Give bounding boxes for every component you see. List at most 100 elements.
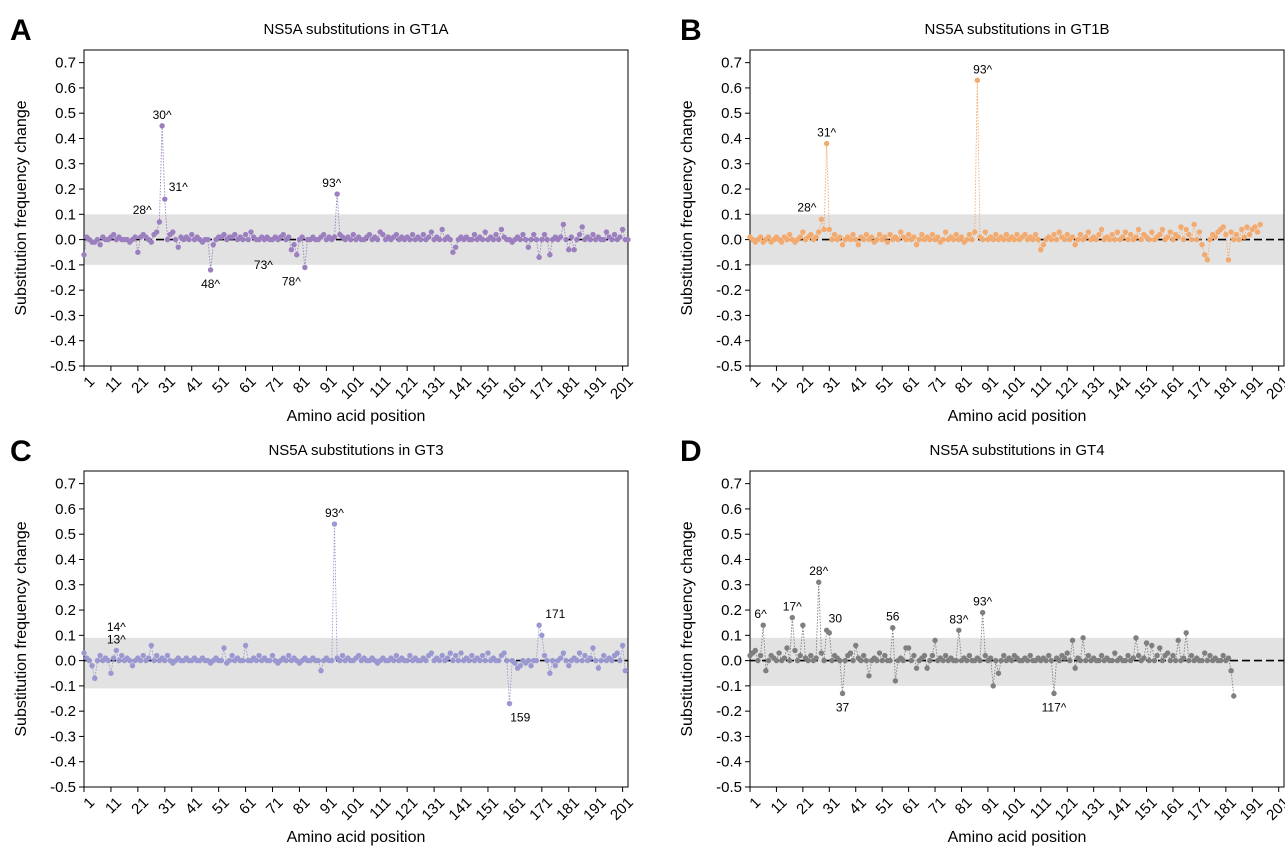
y-tick-label: 0.7 bbox=[55, 476, 76, 493]
x-tick-label: 11 bbox=[102, 373, 125, 396]
data-point bbox=[1183, 630, 1189, 636]
data-point bbox=[447, 236, 453, 243]
data-point bbox=[498, 226, 505, 233]
data-point bbox=[156, 219, 163, 225]
data-point bbox=[1075, 236, 1081, 243]
data-point bbox=[242, 642, 249, 649]
data-point bbox=[1061, 236, 1068, 243]
x-tick-label: 161 bbox=[499, 373, 529, 403]
data-point bbox=[919, 231, 925, 238]
data-point bbox=[1061, 655, 1068, 661]
y-tick-label: -0.4 bbox=[50, 333, 76, 350]
data-point bbox=[347, 236, 354, 243]
data-point bbox=[299, 234, 305, 240]
data-point bbox=[533, 236, 540, 243]
data-point bbox=[428, 650, 435, 656]
x-tick-label: 171 bbox=[526, 794, 556, 824]
data-point bbox=[547, 252, 553, 258]
y-tick-label: -0.4 bbox=[716, 754, 742, 771]
panel-label: B bbox=[680, 14, 702, 47]
data-point bbox=[116, 657, 122, 664]
data-point bbox=[525, 657, 532, 664]
data-point bbox=[1022, 231, 1028, 238]
data-point bbox=[366, 231, 373, 238]
data-point bbox=[1083, 234, 1089, 240]
data-point bbox=[294, 252, 300, 258]
data-point bbox=[1228, 668, 1234, 674]
data-point bbox=[496, 657, 502, 664]
data-point bbox=[1069, 637, 1076, 644]
data-point bbox=[479, 236, 486, 243]
data-point bbox=[172, 236, 179, 243]
x-tick-label: 51 bbox=[873, 373, 897, 397]
x-tick-label: 121 bbox=[1052, 373, 1082, 403]
data-point bbox=[619, 226, 626, 233]
data-point bbox=[520, 231, 526, 238]
annotation-label: 93^ bbox=[325, 506, 344, 520]
data-point bbox=[544, 236, 550, 243]
data-point bbox=[1201, 650, 1208, 656]
data-point bbox=[1149, 229, 1155, 235]
x-tick-label: 151 bbox=[472, 373, 502, 403]
data-point bbox=[1228, 229, 1234, 235]
x-tick-label: 21 bbox=[793, 794, 817, 818]
y-tick-label: 0.4 bbox=[55, 551, 76, 568]
y-tick-label: 0.3 bbox=[721, 577, 742, 594]
data-point bbox=[826, 226, 833, 233]
x-axis-label: Amino acid position bbox=[287, 829, 426, 846]
x-tick-label: 141 bbox=[445, 373, 475, 403]
data-point bbox=[1217, 657, 1224, 664]
x-tick-label: 61 bbox=[236, 794, 260, 818]
data-point bbox=[874, 236, 880, 243]
data-point bbox=[850, 231, 856, 238]
data-point bbox=[1207, 652, 1213, 659]
x-tick-label: 131 bbox=[419, 373, 449, 403]
x-tick-label: 161 bbox=[1157, 373, 1187, 403]
plot-frame bbox=[749, 49, 1285, 367]
data-point bbox=[847, 236, 854, 243]
x-tick-label: 101 bbox=[338, 794, 368, 824]
data-point bbox=[789, 614, 795, 621]
data-point bbox=[587, 236, 593, 243]
data-point bbox=[541, 231, 548, 238]
data-point bbox=[934, 234, 941, 240]
y-tick-label: -0.2 bbox=[716, 703, 742, 720]
data-point bbox=[979, 609, 986, 616]
data-point bbox=[536, 254, 542, 260]
data-point bbox=[291, 241, 297, 248]
panel-a: -0.5 -0.4 -0.3 -0.2 -0.1 0.0 0.1 0.2 0.3 0.4 0.5 0.… bbox=[10, 14, 637, 425]
y-tick-label: 0.7 bbox=[721, 476, 742, 493]
data-point bbox=[847, 650, 854, 656]
x-tick-label: 201 bbox=[607, 373, 637, 403]
data-point bbox=[765, 234, 772, 240]
x-tick-label: 11 bbox=[768, 794, 791, 817]
y-axis-label: Substitution frequency change bbox=[679, 521, 696, 736]
x-tick-label: 1 bbox=[80, 373, 98, 391]
data-point bbox=[469, 652, 475, 659]
data-point bbox=[1024, 657, 1031, 664]
data-point bbox=[469, 236, 475, 243]
data-point bbox=[560, 221, 567, 228]
data-point bbox=[496, 236, 502, 243]
data-point bbox=[866, 673, 872, 679]
data-point bbox=[837, 234, 843, 240]
data-point bbox=[977, 657, 983, 664]
data-point bbox=[1056, 657, 1062, 664]
annotation-label: 93^ bbox=[973, 62, 992, 76]
annotation-label: 31^ bbox=[817, 126, 836, 140]
y-tick-label: -0.5 bbox=[716, 358, 742, 375]
x-tick-label: 121 bbox=[392, 373, 422, 403]
annotation-label: 6^ bbox=[754, 607, 767, 621]
data-point bbox=[1046, 652, 1052, 659]
data-point bbox=[1051, 231, 1057, 238]
y-tick-label: 0.1 bbox=[721, 206, 742, 223]
data-point bbox=[821, 226, 827, 233]
data-point bbox=[1254, 229, 1261, 235]
x-tick-label: 101 bbox=[338, 373, 368, 403]
data-point bbox=[929, 652, 936, 659]
x-tick-label: 41 bbox=[846, 794, 870, 818]
x-tick-label: 111 bbox=[1027, 794, 1055, 822]
data-point bbox=[1220, 224, 1226, 230]
data-point bbox=[792, 647, 798, 654]
data-point bbox=[1035, 236, 1041, 243]
